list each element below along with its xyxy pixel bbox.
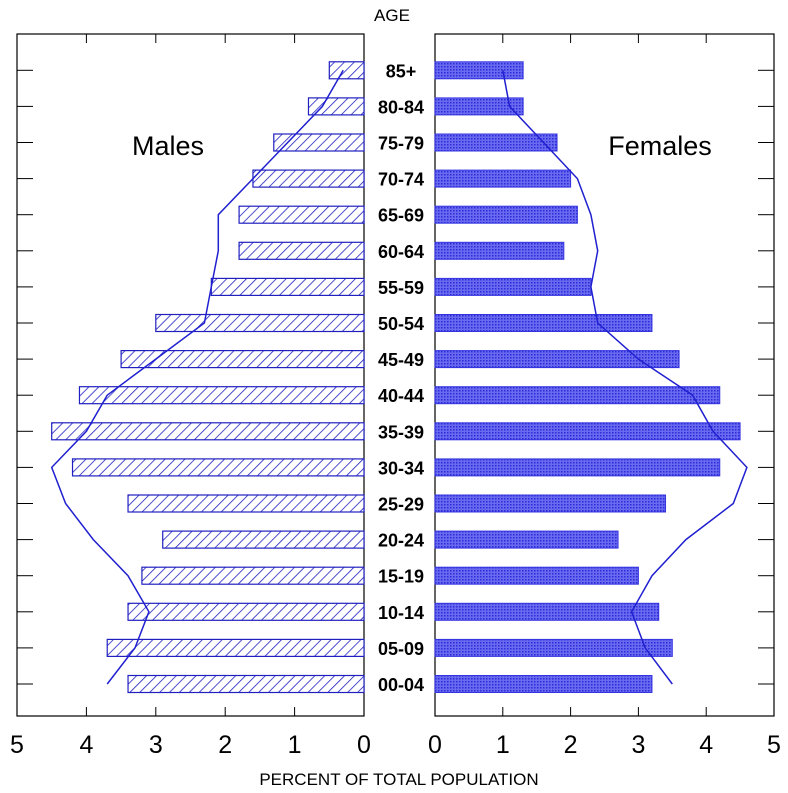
x-tick-label: 4 (79, 731, 93, 759)
age-label-60-64: 60-64 (378, 242, 424, 262)
male-bar-70-74 (252, 169, 365, 188)
female-bar-20-24 (434, 530, 619, 549)
age-label-75-79: 75-79 (378, 134, 424, 154)
x-tick-label: 4 (699, 731, 713, 759)
x-tick-label: 0 (357, 731, 371, 759)
age-label-10-14: 10-14 (378, 603, 424, 623)
male-bar-05-09 (106, 638, 365, 658)
female-bar-25-29 (434, 494, 667, 513)
female-bar-30-34 (434, 458, 721, 477)
x-tick-label: 0 (428, 731, 442, 759)
females-overlay-line (502, 70, 748, 685)
age-label-55-59: 55-59 (378, 278, 424, 298)
females-label: Females (608, 131, 712, 161)
male-bar-30-34 (71, 458, 365, 477)
males-overlay-line (50, 69, 344, 685)
x-tick-label: 2 (218, 731, 232, 759)
female-bar-40-44 (434, 386, 721, 405)
x-tick-label: 3 (631, 731, 645, 759)
x-tick-label: 2 (564, 731, 578, 759)
x-tick-label: 3 (149, 731, 163, 759)
age-label-50-54: 50-54 (378, 314, 424, 334)
female-bar-05-09 (434, 638, 673, 657)
male-bar-35-39 (51, 422, 365, 441)
x-tick-label: 1 (496, 731, 510, 759)
female-bar-60-64 (434, 241, 565, 260)
female-bar-65-69 (434, 205, 578, 224)
age-label-40-44: 40-44 (378, 386, 424, 406)
females-plot-frame (434, 33, 775, 717)
male-bar-60-64 (238, 241, 365, 260)
age-label-80-84: 80-84 (378, 97, 424, 117)
age-label-25-29: 25-29 (378, 495, 424, 515)
male-bar-40-44 (78, 386, 365, 405)
female-bar-50-54 (434, 314, 653, 332)
x-tick-label: 5 (767, 731, 781, 759)
male-bar-20-24 (162, 530, 365, 549)
male-bar-75-79 (273, 133, 365, 152)
females-panel (434, 33, 775, 717)
age-label-30-34: 30-34 (378, 458, 424, 478)
male-bar-45-49 (120, 350, 365, 369)
x-tick-label: 5 (10, 731, 24, 759)
age-label-35-39: 35-39 (378, 422, 424, 442)
female-bar-75-79 (434, 133, 558, 152)
male-bar-65-69 (238, 205, 365, 224)
male-bar-15-19 (141, 566, 365, 585)
male-bar-10-14 (127, 602, 365, 621)
age-group-labels: 00-04 05-09 10-14 15-19 20-24 25-29 30-34 35-39… (378, 61, 424, 695)
female-bar-70-74 (434, 169, 572, 188)
male-bar-25-29 (127, 494, 365, 513)
x-axis-label: PERCENT OF TOTAL POPULATION (259, 770, 538, 789)
male-bar-50-54 (155, 313, 365, 333)
males-panel (16, 33, 365, 717)
age-label-45-49: 45-49 (378, 350, 424, 370)
age-label-15-19: 15-19 (378, 567, 424, 587)
age-label-70-74: 70-74 (378, 170, 424, 190)
male-bar-00-04 (127, 674, 365, 694)
female-bar-15-19 (434, 566, 639, 585)
age-label-05-09: 05-09 (378, 639, 424, 659)
male-bar-85+ (328, 61, 365, 80)
female-bar-35-39 (434, 422, 741, 441)
age-label-20-24: 20-24 (378, 531, 424, 551)
female-bar-80-84 (434, 97, 524, 116)
male-bar-80-84 (307, 97, 365, 116)
female-bar-85+ (434, 61, 524, 80)
age-label-65-69: 65-69 (378, 206, 424, 226)
males-label: Males (132, 131, 204, 161)
female-bar-10-14 (434, 602, 660, 621)
top-axis-label: AGE (374, 6, 410, 25)
female-bar-55-59 (434, 277, 592, 296)
female-bar-00-04 (434, 675, 653, 693)
x-tick-labels: 5 4 3 2 1 0 0 1 2 3 4 5 (10, 731, 781, 759)
male-bar-55-59 (210, 277, 365, 296)
x-tick-label: 1 (288, 731, 302, 759)
age-label-85+: 85+ (386, 61, 417, 81)
age-label-00-04: 00-04 (378, 675, 424, 695)
female-bar-45-49 (434, 350, 680, 369)
males-plot-frame (16, 33, 365, 717)
